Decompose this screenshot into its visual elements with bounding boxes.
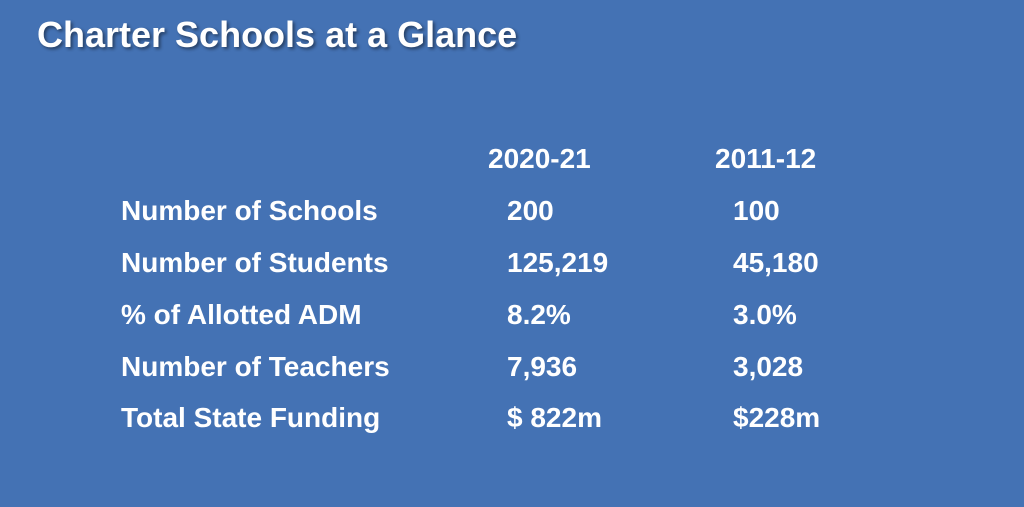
table-row: Number of Students 125,219 45,180 [0, 247, 1024, 287]
table-row: Total State Funding $ 822m $228m [0, 402, 1024, 442]
row-label: Number of Students [121, 247, 389, 278]
row-label: Total State Funding [121, 402, 381, 433]
value-2020-21: 200 [507, 195, 554, 226]
value-2011-12: 3.0% [733, 299, 797, 330]
table-row: % of Allotted ADM 8.2% 3.0% [0, 299, 1024, 339]
value-2020-21: 125,219 [507, 247, 609, 278]
slide-title: Charter Schools at a Glance [37, 14, 518, 55]
value-2011-12: 3,028 [733, 351, 804, 382]
row-label: % of Allotted ADM [121, 299, 362, 330]
table-row: Number of Teachers 7,936 3,028 [0, 351, 1024, 391]
value-2011-12: 45,180 [733, 247, 819, 278]
value-2020-21: 7,936 [507, 351, 578, 382]
column-header-2011-12: 2011-12 [715, 143, 817, 174]
value-2020-21: $ 822m [507, 402, 602, 433]
value-2020-21: 8.2% [507, 299, 571, 330]
column-header-2020-21: 2020-21 [488, 143, 591, 174]
row-label: Number of Schools [121, 195, 378, 226]
row-label: Number of Teachers [121, 351, 390, 382]
value-2011-12: $228m [733, 402, 821, 433]
table-row: Number of Schools 200 100 [0, 195, 1024, 235]
value-2011-12: 100 [733, 195, 780, 226]
